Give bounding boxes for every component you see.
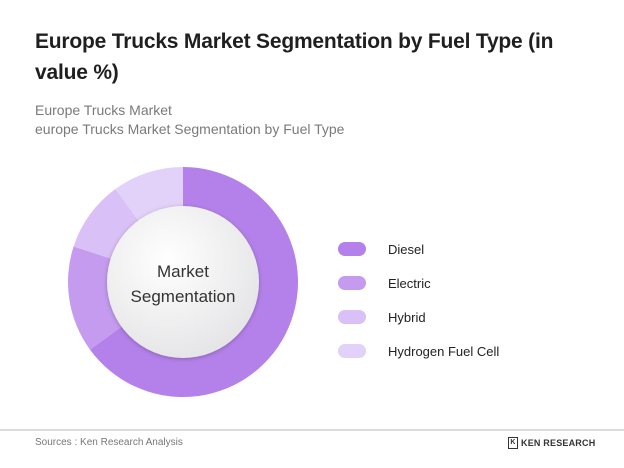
ken-research-logo: K KEN RESEARCH bbox=[508, 437, 595, 449]
legend-swatch bbox=[338, 242, 366, 256]
legend-label: Electric bbox=[388, 275, 431, 291]
legend-item-diesel: Diesel bbox=[338, 232, 499, 266]
donut-chart: Market Segmentation bbox=[67, 167, 298, 397]
center-label-line-1: Market bbox=[157, 262, 209, 281]
center-label-line-2: Segmentation bbox=[131, 287, 236, 306]
logo-text: KEN RESEARCH bbox=[521, 438, 596, 448]
legend-label: Hybrid bbox=[388, 309, 426, 325]
footer-divider bbox=[0, 429, 624, 431]
legend-item-hybrid: Hybrid bbox=[338, 300, 499, 334]
center-circle bbox=[107, 206, 259, 358]
subtitle-line-1: Europe Trucks Market bbox=[35, 102, 172, 118]
legend-swatch bbox=[338, 344, 366, 358]
subtitle-line-2: europe Trucks Market Segmentation by Fue… bbox=[35, 121, 345, 137]
legend-item-hydrogen-fuel-cell: Hydrogen Fuel Cell bbox=[338, 334, 499, 368]
chart-subtitle: Europe Trucks Market europe Trucks Marke… bbox=[35, 101, 344, 139]
legend-label: Diesel bbox=[388, 241, 425, 257]
legend-swatch bbox=[338, 276, 366, 290]
chart-title: Europe Trucks Market Segmentation by Fue… bbox=[35, 30, 554, 84]
legend-item-electric: Electric bbox=[338, 266, 499, 300]
donut-segments bbox=[67, 167, 298, 397]
source-note: Sources : Ken Research Analysis bbox=[35, 437, 183, 448]
donut-segment-hybrid bbox=[73, 188, 140, 260]
logo-mark-icon: K bbox=[508, 437, 518, 449]
chart-legend: Diesel Electric Hybrid Hydrogen Fuel Cel… bbox=[338, 232, 499, 368]
legend-label: Hydrogen Fuel Cell bbox=[388, 343, 500, 359]
legend-swatch bbox=[338, 310, 366, 324]
donut-segment-diesel bbox=[89, 167, 298, 397]
